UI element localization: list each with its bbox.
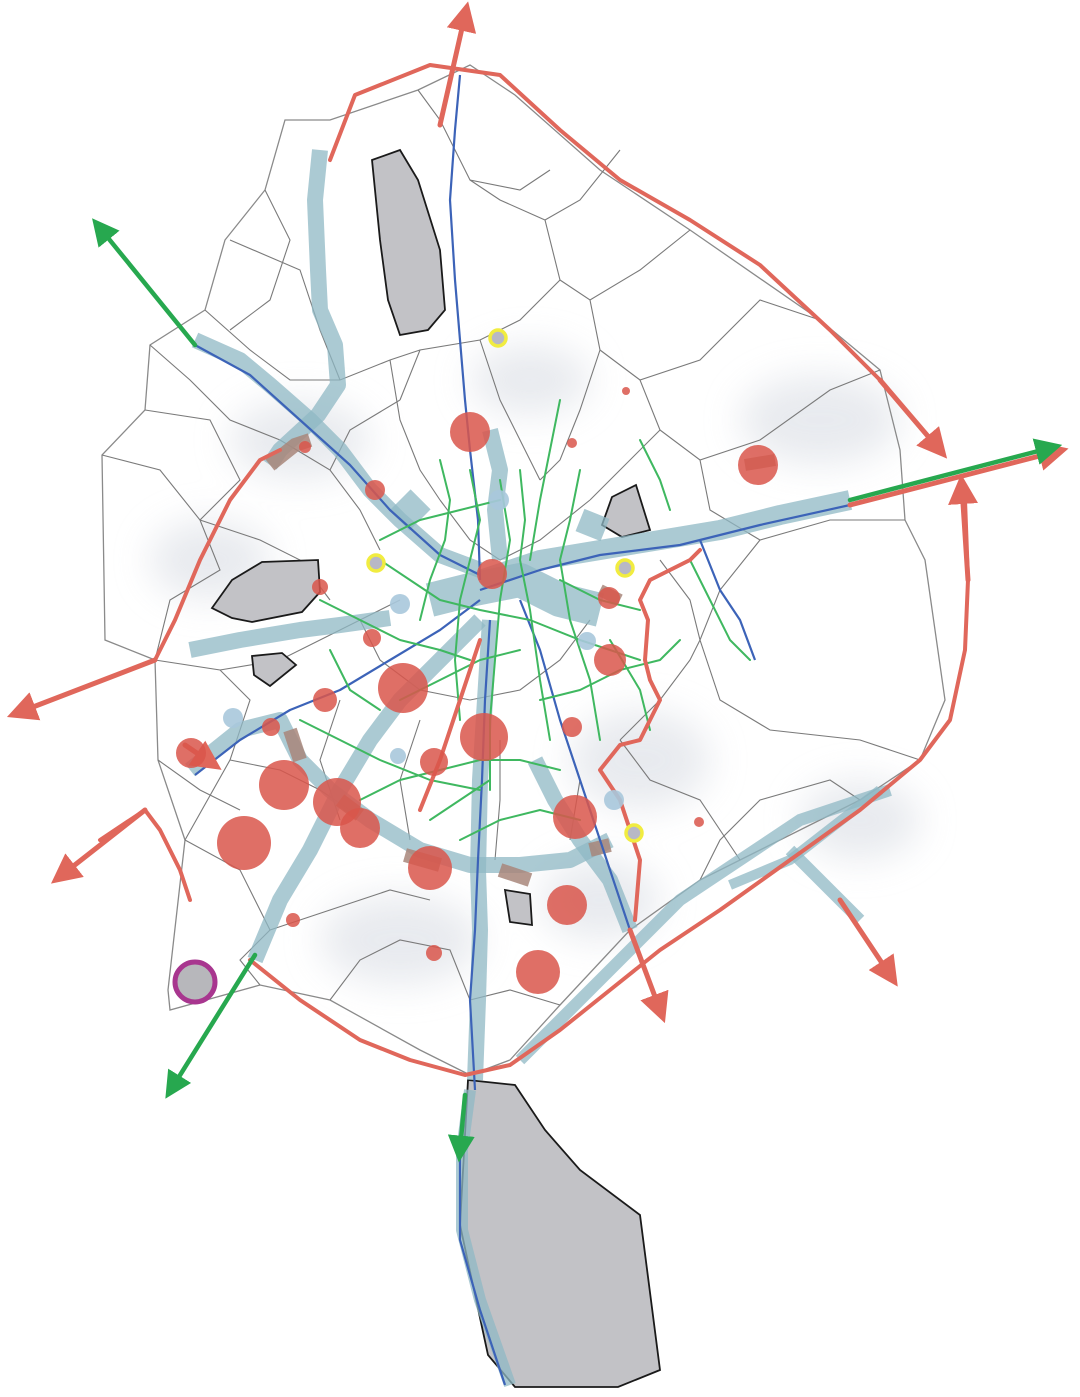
yellow-rings bbox=[366, 328, 644, 843]
blue-spot bbox=[604, 790, 624, 810]
green-arrow-northwest bbox=[92, 218, 198, 348]
red-arrow-west bbox=[6, 657, 158, 721]
blue-spot bbox=[489, 490, 509, 510]
red-arrow-east-upper bbox=[877, 377, 948, 459]
red-spot bbox=[694, 817, 704, 827]
red-spot bbox=[594, 644, 626, 676]
red-spot bbox=[547, 885, 587, 925]
purple-ring-marker bbox=[172, 959, 218, 1005]
red-spot bbox=[598, 587, 620, 609]
red-spot bbox=[562, 717, 582, 737]
red-spot bbox=[408, 846, 452, 890]
red-spot bbox=[420, 748, 448, 776]
red-spot bbox=[313, 688, 337, 712]
yellow-ring bbox=[366, 553, 386, 573]
red-spot bbox=[553, 795, 597, 839]
red-spot bbox=[262, 718, 280, 736]
red-spot bbox=[450, 412, 490, 452]
red-spot bbox=[477, 559, 507, 589]
red-spot bbox=[738, 445, 778, 485]
red-spot bbox=[299, 441, 311, 453]
red-spot bbox=[622, 387, 630, 395]
red-routes bbox=[98, 63, 970, 1077]
red-spot bbox=[217, 816, 271, 870]
blue-spot bbox=[578, 632, 596, 650]
blue-spot bbox=[223, 708, 243, 728]
gray-area-east bbox=[600, 483, 652, 538]
red-spots bbox=[176, 387, 778, 994]
red-arrow-east bbox=[847, 441, 1069, 508]
red-spot bbox=[365, 480, 385, 500]
red-spot bbox=[426, 945, 442, 961]
gray-area-north bbox=[371, 148, 446, 337]
red-spot bbox=[363, 629, 381, 647]
blue-spots bbox=[223, 490, 624, 810]
red-arrow-north bbox=[437, 1, 477, 128]
gray-area-center-small bbox=[503, 888, 533, 927]
blue-spot bbox=[390, 594, 410, 614]
gray-area-west bbox=[210, 559, 321, 623]
red-arrow-south bbox=[627, 927, 669, 1024]
red-spot bbox=[567, 438, 577, 448]
purple-ring bbox=[172, 959, 218, 1005]
red-spot bbox=[460, 713, 508, 761]
red-spot bbox=[259, 760, 309, 810]
red-spot bbox=[176, 738, 206, 768]
green-arrow-east bbox=[847, 438, 1063, 503]
green-arrows bbox=[92, 218, 1063, 1163]
red-spot bbox=[286, 913, 300, 927]
red-spot bbox=[378, 663, 428, 713]
yellow-ring bbox=[615, 558, 635, 578]
red-spot bbox=[340, 808, 380, 848]
yellow-ring bbox=[624, 823, 644, 843]
red-spot bbox=[312, 579, 328, 595]
red-arrows bbox=[6, 1, 1069, 1024]
green-arrow-southwest bbox=[165, 952, 258, 1099]
blue-spot bbox=[390, 748, 406, 764]
green-arrow-south bbox=[447, 1092, 475, 1163]
gray-areas bbox=[210, 148, 661, 1388]
yellow-ring bbox=[488, 328, 508, 348]
red-spot bbox=[516, 950, 560, 994]
red-arrow-southwest bbox=[50, 807, 148, 884]
gray-area-west-small bbox=[251, 652, 298, 688]
red-arrow-southeast bbox=[837, 897, 898, 987]
red-arrow-east-lower bbox=[948, 474, 979, 583]
